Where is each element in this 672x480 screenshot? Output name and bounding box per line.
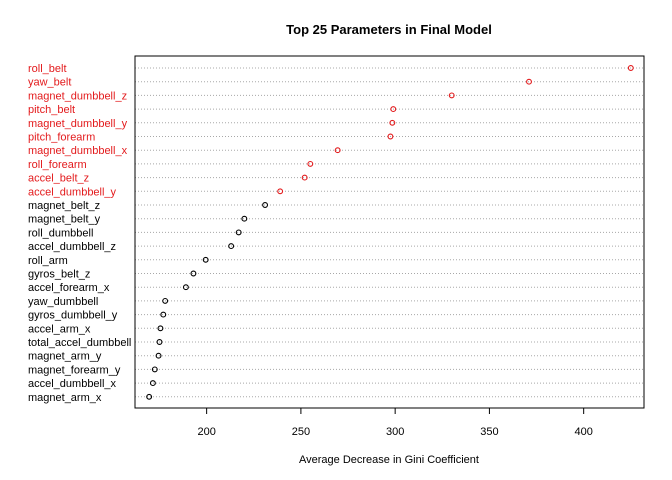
data-point bbox=[301, 174, 308, 181]
category-label: roll_arm bbox=[28, 255, 68, 267]
category-label: roll_forearm bbox=[28, 159, 87, 171]
data-point bbox=[228, 243, 235, 250]
data-point bbox=[307, 160, 314, 167]
x-axis: 200 250 300 350 400 bbox=[197, 407, 593, 438]
x-tick-label: 350 bbox=[480, 426, 498, 438]
data-point bbox=[162, 297, 169, 304]
data-point bbox=[160, 311, 167, 318]
data-point bbox=[190, 270, 197, 277]
category-label: pitch_belt bbox=[28, 104, 75, 116]
x-axis-label: Average Decrease in Gini Coefficient bbox=[299, 454, 479, 466]
x-tick-label: 200 bbox=[197, 426, 215, 438]
category-label: magnet_arm_x bbox=[28, 392, 102, 404]
data-point bbox=[182, 284, 189, 291]
category-label: magnet_dumbbell_x bbox=[28, 145, 128, 157]
category-label: yaw_dumbbell bbox=[28, 296, 98, 308]
data-point bbox=[448, 92, 455, 99]
category-label: accel_forearm_x bbox=[28, 282, 110, 294]
data-point bbox=[202, 256, 209, 263]
chart-title: Top 25 Parameters in Final Model bbox=[286, 22, 492, 37]
data-point bbox=[155, 352, 162, 359]
data-point bbox=[241, 215, 248, 222]
data-point bbox=[151, 366, 158, 373]
category-label: accel_arm_x bbox=[28, 323, 91, 335]
data-point bbox=[277, 188, 284, 195]
category-label: yaw_belt bbox=[28, 77, 71, 89]
category-label: magnet_arm_y bbox=[28, 351, 102, 363]
data-point bbox=[235, 229, 242, 236]
category-label: magnet_dumbbell_y bbox=[28, 118, 128, 130]
category-label: magnet_dumbbell_z bbox=[28, 90, 127, 102]
data-point bbox=[334, 147, 341, 154]
category-label: magnet_belt_y bbox=[28, 214, 101, 226]
data-point bbox=[157, 325, 164, 332]
category-label: gyros_belt_z bbox=[28, 269, 90, 281]
category-label: pitch_forearm bbox=[28, 132, 95, 144]
data-point bbox=[146, 393, 153, 400]
data-point bbox=[390, 106, 397, 113]
category-label: accel_belt_z bbox=[28, 173, 89, 185]
category-label: roll_dumbbell bbox=[28, 227, 93, 239]
category-label: magnet_forearm_y bbox=[28, 364, 121, 376]
data-point bbox=[156, 339, 163, 345]
grid-lines bbox=[135, 67, 644, 398]
data-point bbox=[627, 65, 634, 71]
category-label: accel_dumbbell_z bbox=[28, 241, 116, 253]
category-label: magnet_belt_z bbox=[28, 200, 100, 212]
data-point bbox=[262, 202, 269, 208]
data-point bbox=[389, 119, 396, 126]
data-point bbox=[387, 133, 394, 140]
category-label: total_accel_dumbbell bbox=[28, 337, 131, 349]
data-points bbox=[146, 65, 634, 400]
data-point bbox=[526, 78, 532, 85]
x-tick-label: 300 bbox=[386, 426, 404, 438]
x-tick-label: 400 bbox=[574, 426, 592, 438]
x-tick-label: 250 bbox=[292, 426, 310, 438]
category-label: gyros_dumbbell_y bbox=[28, 310, 118, 322]
category-label: roll_belt bbox=[28, 63, 67, 75]
category-label: accel_dumbbell_x bbox=[28, 378, 117, 390]
data-point bbox=[149, 380, 156, 387]
category-label: accel_dumbbell_y bbox=[28, 186, 117, 198]
